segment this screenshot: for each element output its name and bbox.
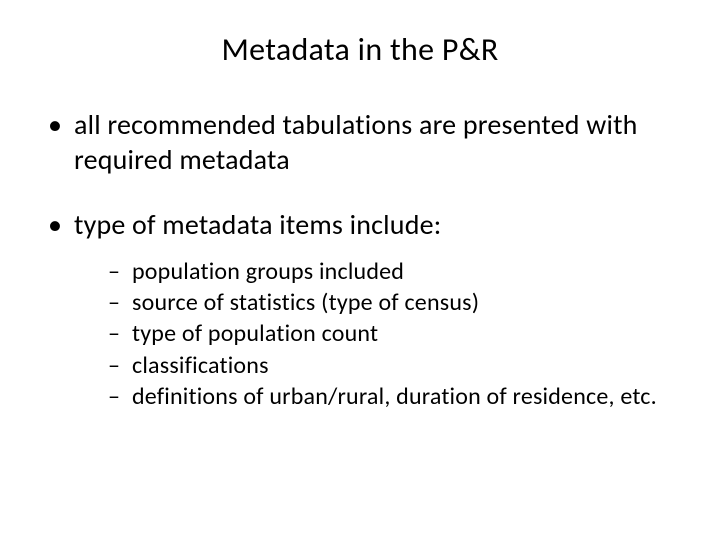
sub-text: classifications <box>132 351 269 380</box>
slide-title: Metadata in the P&R <box>40 30 680 69</box>
sub-item: classifications <box>74 350 680 381</box>
sub-item: source of statistics (type of census) <box>74 287 680 318</box>
bullet-text: type of metadata items include: <box>74 207 441 242</box>
sub-text: population groups included <box>132 257 404 286</box>
bullet-item: all recommended tabulations are presente… <box>40 107 680 177</box>
sub-list: population groups included source of sta… <box>74 256 680 412</box>
sub-item: definitions of urban/rural, duration of … <box>74 381 680 412</box>
sub-item: type of population count <box>74 318 680 349</box>
sub-text: type of population count <box>132 319 378 348</box>
sub-text: source of statistics (type of census) <box>132 288 479 317</box>
bullet-list: all recommended tabulations are presente… <box>40 107 680 412</box>
bullet-text: all recommended tabulations are presente… <box>74 107 638 177</box>
sub-item: population groups included <box>74 256 680 287</box>
sub-text: definitions of urban/rural, duration of … <box>132 382 657 411</box>
bullet-item: type of metadata items include: populati… <box>40 207 680 412</box>
